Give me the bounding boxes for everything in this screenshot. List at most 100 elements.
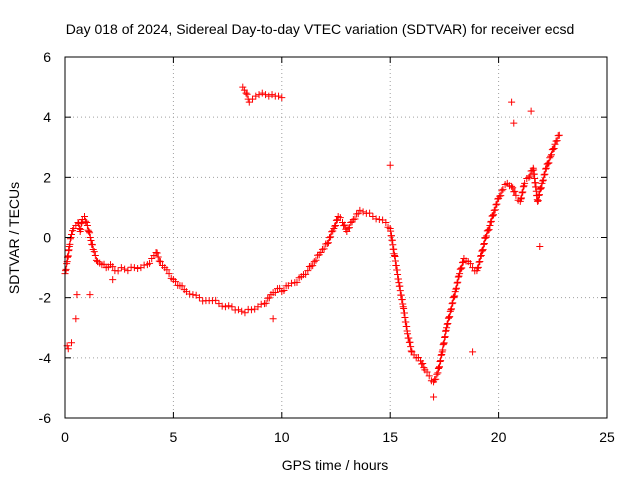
data-point xyxy=(425,372,433,380)
data-point-fill xyxy=(332,221,340,229)
data-point-fill xyxy=(498,187,506,195)
data-point xyxy=(72,315,80,323)
data-point-fill xyxy=(154,253,162,261)
data-point xyxy=(456,270,464,278)
data-point-fill xyxy=(497,192,505,200)
data-point-fill xyxy=(134,264,142,272)
y-tick-label: -6 xyxy=(39,410,52,426)
data-point xyxy=(551,140,559,148)
data-point xyxy=(434,369,442,377)
data-point-fill xyxy=(443,320,451,328)
x-tick-label: 20 xyxy=(491,429,507,445)
data-point xyxy=(555,131,563,139)
data-point-fill xyxy=(66,240,74,248)
data-point-fill xyxy=(62,265,70,273)
data-point xyxy=(382,218,390,226)
data-point-fill xyxy=(172,278,180,286)
data-point-fill xyxy=(77,225,85,233)
data-point-fill xyxy=(140,261,148,269)
data-point-fill xyxy=(324,239,332,247)
data-point xyxy=(91,252,99,260)
data-point-fill xyxy=(449,299,457,307)
data-point-fill xyxy=(547,151,555,159)
data-point-fill xyxy=(88,241,96,249)
data-point xyxy=(486,221,494,229)
data-point-fill xyxy=(262,299,270,307)
data-point xyxy=(317,249,325,257)
data-point-fill xyxy=(542,165,550,173)
data-point xyxy=(68,230,76,238)
data-point-fill xyxy=(432,375,440,383)
data-point-fill xyxy=(406,338,414,346)
data-point xyxy=(241,309,249,317)
data-point-fill xyxy=(540,171,548,179)
data-point xyxy=(221,303,229,311)
data-point xyxy=(239,83,247,91)
data-point-fill xyxy=(344,224,352,232)
data-point-fill xyxy=(436,363,444,371)
data-point xyxy=(490,206,498,214)
data-point-fill xyxy=(480,240,488,248)
data-point xyxy=(83,218,91,226)
data-point xyxy=(156,258,164,266)
data-point-fill xyxy=(541,170,549,178)
data-point-fill xyxy=(491,206,499,214)
data-point-fill xyxy=(536,185,544,193)
data-point-fill xyxy=(240,86,248,94)
data-point xyxy=(525,173,533,181)
data-point xyxy=(87,237,95,245)
data-point xyxy=(130,264,138,272)
data-point-fill xyxy=(419,360,427,368)
x-tick-label: 25 xyxy=(599,429,615,445)
data-point-fill xyxy=(451,292,459,300)
data-point-fill xyxy=(186,290,194,298)
data-point xyxy=(265,92,273,100)
data-point-fill xyxy=(485,226,493,234)
data-point-fill xyxy=(288,279,296,287)
data-point xyxy=(234,306,242,314)
data-point xyxy=(304,267,312,275)
data-point-fill xyxy=(449,294,457,302)
data-point-fill xyxy=(453,279,461,287)
data-point-fill xyxy=(83,221,91,229)
data-point xyxy=(310,258,318,266)
data-point-fill xyxy=(302,270,310,278)
y-axis-label: SDTVAR / TECUs xyxy=(6,182,22,294)
data-point-fill xyxy=(153,249,161,257)
data-point xyxy=(534,197,542,205)
data-point-fill xyxy=(526,172,534,180)
data-point xyxy=(527,107,535,115)
y-tick-label: 2 xyxy=(43,169,51,185)
data-point xyxy=(375,215,383,223)
data-point-fill xyxy=(539,177,547,185)
data-point-fill xyxy=(77,220,85,228)
data-point-fill xyxy=(448,300,456,308)
y-tick-label: 6 xyxy=(43,49,51,65)
data-point-fill xyxy=(553,137,561,145)
data-point xyxy=(86,291,94,299)
data-point-fill xyxy=(320,245,328,253)
data-point-fill xyxy=(493,200,501,208)
axis-ticks: 0 5 10 15 20 25 -6 -4 -2 0 2 4 6 xyxy=(39,49,615,445)
data-point-fill xyxy=(435,364,443,372)
data-point-fill xyxy=(549,145,557,153)
data-point-fill xyxy=(366,209,374,217)
data-point-fill xyxy=(218,302,226,310)
data-point-fill xyxy=(146,259,154,267)
data-point-fill xyxy=(519,183,527,191)
data-point-fill xyxy=(327,233,335,241)
x-tick-label: 10 xyxy=(274,429,290,445)
data-point-fill xyxy=(407,343,415,351)
data-point-fill xyxy=(519,188,527,196)
data-point xyxy=(510,119,518,127)
data-point-fill xyxy=(293,278,301,286)
data-point-fill xyxy=(62,267,70,275)
data-point xyxy=(512,191,520,199)
data-point-fill xyxy=(535,191,543,199)
data-point xyxy=(189,291,197,299)
data-point-fill xyxy=(546,154,554,162)
data-point xyxy=(477,252,485,260)
data-point xyxy=(278,94,286,102)
data-point-fill xyxy=(114,267,122,275)
